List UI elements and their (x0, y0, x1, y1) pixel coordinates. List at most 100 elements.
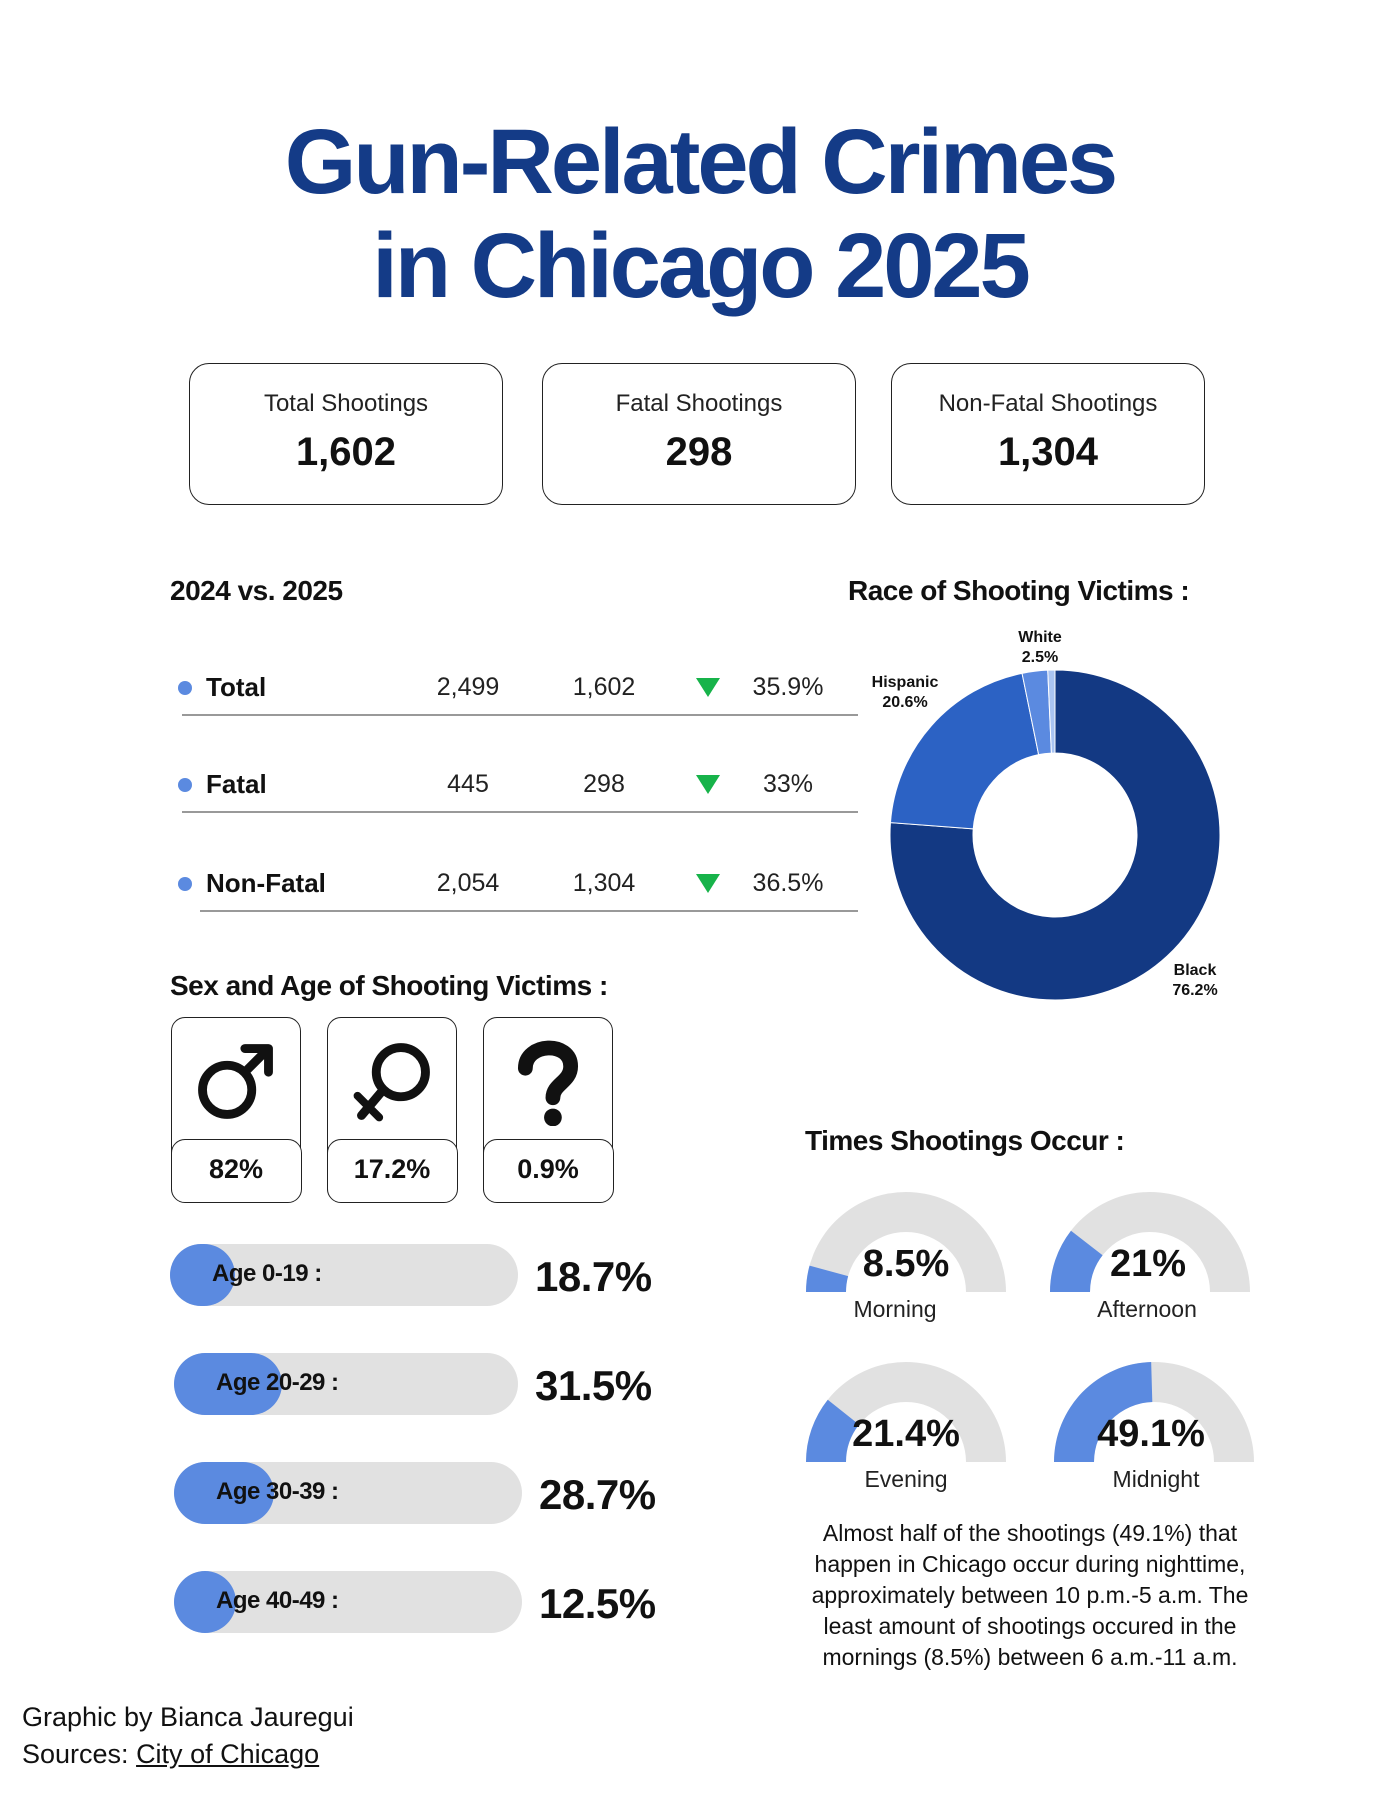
row-label: Total (206, 672, 267, 702)
gauge-track (806, 1192, 1006, 1292)
age-bar-40-49: Age 40-49 : (174, 1571, 522, 1633)
comparison-heading: 2024 vs. 2025 (170, 575, 343, 606)
sex-card-female: 17.2% (326, 1017, 458, 1203)
value-2025: 1,304 (572, 869, 636, 897)
row-label: Fatal (206, 769, 267, 799)
comparison-row-fatal: Fatal 445 298 33% (178, 765, 858, 805)
decrease-triangle-icon (696, 678, 720, 697)
age-percent: 12.5% (539, 1580, 656, 1627)
decrease-triangle-icon (696, 874, 720, 893)
race-name: White (1018, 629, 1062, 646)
gauge-percent: 21.4% (852, 1413, 960, 1455)
unknown-percent: 0.9% (482, 1138, 614, 1203)
sex-card-unknown: 0.9% (482, 1017, 614, 1203)
race-name: Black (1173, 962, 1217, 979)
race-label-hispanic: Hispanic 20.6% (855, 673, 955, 713)
value-2024: 2,054 (436, 869, 500, 897)
race-pct: 20.6% (882, 694, 928, 711)
gauge-fill (806, 1399, 860, 1462)
gauge-fill (806, 1265, 849, 1292)
gauge-fill (1050, 1230, 1103, 1292)
age-bar-30-39: Age 30-39 : (174, 1462, 522, 1524)
age-bar-fill (170, 1244, 236, 1306)
sources-link[interactable]: City of Chicago (136, 1739, 320, 1769)
stat-value: 1,304 (997, 430, 1099, 474)
sources-line: Sources: City of Chicago (22, 1739, 319, 1770)
age-label: Age 20-29 : (216, 1369, 339, 1396)
age-label: Age 30-39 : (216, 1478, 339, 1505)
stat-value: 1,602 (295, 430, 397, 474)
age-percent: 18.7% (535, 1253, 652, 1300)
comparison-row-non-fatal: Non-Fatal 2,054 1,304 36.5% (178, 864, 858, 904)
gauge-track (1050, 1192, 1250, 1292)
male-symbol-icon (198, 1044, 273, 1119)
byline: Graphic by Bianca Jauregui (22, 1702, 354, 1732)
value-2024: 2,499 (436, 673, 500, 701)
gauge-fill (1054, 1362, 1153, 1462)
gauge-midnight (1054, 1362, 1254, 1462)
age-label: Age 0-19 : (212, 1260, 322, 1287)
sources-prefix: Sources: (22, 1739, 137, 1769)
age-percent: 28.7% (539, 1471, 656, 1518)
change-percent: 33% (762, 770, 814, 798)
fatal-shootings-card: Fatal Shootings 298 (542, 363, 856, 505)
comparison-row-total: Total 2,499 1,602 35.9% (178, 668, 858, 708)
gauge-percent: 21% (1109, 1243, 1187, 1285)
race-slice-other (1047, 669, 1056, 754)
race-slice-black (889, 669, 1221, 1001)
gauge-morning (806, 1192, 1006, 1292)
row-divider (182, 811, 858, 813)
title-line-2: in Chicago 2025 (372, 215, 1030, 317)
stat-label: Fatal Shootings (615, 390, 783, 417)
gauge-percent: 8.5% (862, 1243, 950, 1285)
value-2025: 1,602 (572, 673, 636, 701)
age-percent: 31.5% (535, 1362, 652, 1409)
gauge-track (806, 1362, 1006, 1462)
age-bar-fill (174, 1462, 274, 1524)
times-heading: Times Shootings Occur : (805, 1125, 1125, 1156)
sex-age-heading: Sex and Age of Shooting Victims : (170, 970, 608, 1001)
male-percent: 82% (170, 1138, 302, 1203)
gauge-percent: 49.1% (1097, 1413, 1205, 1455)
race-label-white: White 2.5% (1000, 628, 1080, 668)
row-divider (182, 714, 858, 716)
non-fatal-shootings-card: Non-Fatal Shootings 1,304 (891, 363, 1205, 505)
title-line-1: Gun-Related Crimes (284, 111, 1118, 213)
female-symbol-icon (353, 1043, 430, 1122)
stat-label: Non-Fatal Shootings (938, 390, 1158, 417)
race-donut-chart (889, 669, 1221, 1001)
total-shootings-card: Total Shootings 1,602 (189, 363, 503, 505)
gauge-label: Midnight (1112, 1466, 1200, 1492)
race-pct: 2.5% (1021, 649, 1059, 666)
decrease-triangle-icon (696, 775, 720, 794)
race-pct: 76.2% (1172, 982, 1218, 999)
stat-value: 298 (665, 430, 733, 474)
question-mark-icon (517, 1040, 579, 1126)
bullet-icon (178, 681, 192, 695)
change-percent: 35.9% (752, 673, 824, 701)
sex-card-male: 82% (170, 1017, 302, 1203)
gauge-evening (806, 1362, 1006, 1462)
gauge-afternoon (1050, 1192, 1250, 1292)
value-2025: 298 (583, 770, 625, 798)
row-divider (200, 910, 858, 912)
gauge-label: Afternoon (1097, 1296, 1197, 1322)
value-2024: 445 (447, 770, 489, 798)
change-percent: 36.5% (752, 869, 824, 897)
page-title: Gun-Related Crimes in Chicago 2025 (0, 110, 1400, 318)
age-label: Age 40-49 : (216, 1587, 339, 1614)
gauge-label: Morning (853, 1296, 937, 1322)
race-slice-hispanic (889, 672, 1040, 830)
age-bar-fill (174, 1353, 283, 1415)
age-bar-0-19: Age 0-19 : (170, 1244, 518, 1306)
female-percent: 17.2% (326, 1138, 458, 1203)
race-name: Hispanic (871, 674, 939, 691)
bullet-icon (178, 778, 192, 792)
stat-label: Total Shootings (263, 390, 429, 417)
age-bar-fill (174, 1571, 236, 1633)
age-bar-20-29: Age 20-29 : (174, 1353, 518, 1415)
gauge-label: Evening (864, 1466, 948, 1492)
row-label: Non-Fatal (206, 868, 326, 898)
race-heading: Race of Shooting Victims : (848, 575, 1190, 606)
race-label-black: Black 76.2% (1155, 961, 1235, 1001)
